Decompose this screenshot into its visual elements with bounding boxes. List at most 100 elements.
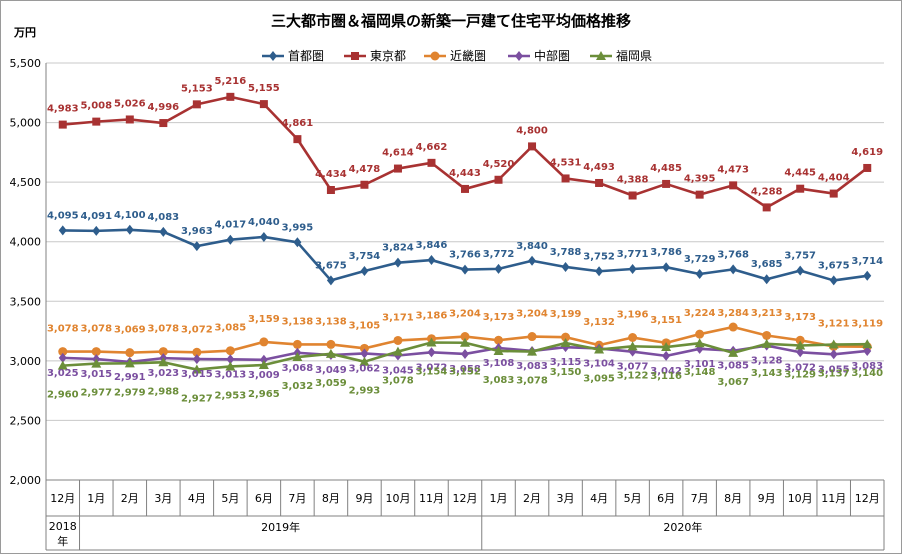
data-point [829,349,838,360]
data-label: 4,996 [147,102,179,113]
x-tick-label: 3月 [557,492,575,505]
data-label: 3,101 [684,359,716,370]
data-point [494,175,503,184]
data-point [360,180,369,189]
data-label: 3,009 [248,370,280,381]
data-label: 4,493 [583,162,615,173]
legend-marker [430,51,440,61]
data-point [494,335,504,345]
data-point [393,335,403,345]
data-label: 3,143 [751,368,783,379]
data-point [225,346,235,356]
data-label: 3,122 [617,370,649,381]
data-point [360,266,369,277]
data-point [393,257,402,268]
data-label: 3,148 [684,367,716,378]
data-point [393,164,402,173]
data-point [728,347,739,357]
data-label: 4,083 [147,212,179,223]
data-point [527,332,537,342]
data-label: 3,078 [382,376,414,387]
data-point [125,348,135,358]
data-label: 3,049 [315,365,347,376]
data-label: 2,979 [114,387,146,398]
data-label: 3,072 [181,324,213,335]
data-label: 3,685 [751,259,783,270]
data-label: 3,015 [181,369,213,380]
x-tick-label: 4月 [188,492,206,505]
data-label: 2,988 [147,386,179,397]
data-label: 3,714 [851,256,883,267]
data-label: 3,025 [47,368,79,379]
data-label: 3,159 [248,314,280,325]
data-point [762,330,772,340]
data-label: 4,445 [784,168,816,179]
data-point [125,115,134,124]
data-point [528,142,537,151]
data-point [192,100,201,109]
y-axis: 2,000 2,500 3,000 3,500 4,000 4,500 5,000 5,500 [10,57,47,487]
data-point [694,338,705,348]
data-label: 3,752 [583,251,615,262]
data-label: 4,395 [684,174,716,185]
data-point [259,100,268,109]
data-point [325,348,336,358]
data-point [159,226,168,237]
data-label: 3,171 [382,312,414,323]
data-label: 3,032 [282,381,314,392]
data-point [628,333,638,343]
data-point [795,340,806,350]
data-point [561,174,570,183]
data-point [293,135,302,144]
data-label: 3,072 [784,362,816,373]
data-label: 4,619 [851,147,883,158]
data-label: 3,067 [717,377,749,388]
x-tick-label: 8月 [724,492,742,505]
data-label: 3,119 [851,319,883,330]
x-tick-label: 9月 [758,492,776,505]
x-tick-label: 11月 [821,492,846,505]
data-point [461,348,469,359]
data-point [91,358,102,368]
y-tick-label: 2,500 [10,414,42,427]
data-point [259,231,268,242]
data-point [125,224,134,235]
data-label: 3,072 [416,362,448,373]
y-axis-unit-label: 万円 [13,26,36,39]
data-point [91,347,101,357]
data-label: 3,085 [717,361,749,372]
data-label: 3,204 [516,309,548,320]
data-point [58,352,67,363]
data-point [461,184,469,193]
data-point [427,158,436,167]
y-tick-label: 4,000 [10,236,42,249]
data-point [258,360,269,370]
data-label: 4,040 [248,217,280,228]
data-label: 4,861 [282,118,314,129]
data-point [159,119,168,128]
data-label: 2,977 [80,388,112,399]
data-point [225,361,236,371]
data-point [226,92,235,101]
data-label: 3,095 [583,374,615,385]
chart-title: 三大都市圏＆福岡県の新築一戸建て住宅平均価格推移 [271,12,631,30]
series-2 [58,92,872,212]
legend-label: 近畿圏 [450,49,486,63]
data-point [595,178,604,187]
data-point [58,120,67,129]
data-point [57,360,68,370]
x-tick-label: 10月 [788,492,813,505]
data-label: 3,284 [717,308,749,319]
x-tick-label: 4月 [590,492,608,505]
x-tick-label: 12月 [50,492,75,505]
data-label: 3,115 [550,357,582,368]
x-tick-label: 1月 [87,492,105,505]
data-point [360,348,369,359]
data-label: 3,058 [449,364,481,375]
data-label: 4,473 [717,164,749,175]
legend-label: 首都圏 [288,49,324,63]
data-label: 3,138 [315,316,347,327]
legend-label: 中部圏 [534,48,570,63]
data-label: 3,062 [349,363,381,374]
